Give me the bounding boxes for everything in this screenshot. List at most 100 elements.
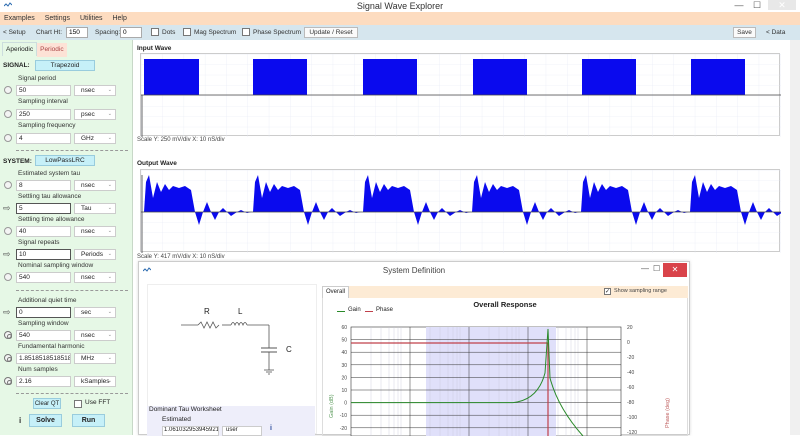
settling-tau-input[interactable]: 5	[16, 203, 71, 214]
chart-ht-input[interactable]	[66, 27, 88, 38]
settling-time-radio[interactable]	[4, 227, 12, 235]
setup-link[interactable]: < Setup	[3, 29, 26, 36]
output-wave-plot	[141, 170, 797, 253]
phase-spectrum-checkbox[interactable]	[242, 28, 250, 36]
system-definition-dialog: System Definition — ☐ ✕ R L C Dominant T…	[138, 261, 690, 436]
gain-tick: 60	[341, 325, 347, 331]
input-wave-title: Input Wave	[137, 45, 172, 52]
unit-value: nsec	[81, 332, 95, 339]
settling-time-label: Settling time allowance	[18, 216, 85, 223]
sampling-window-label: Sampling window	[18, 320, 69, 327]
run-button[interactable]: Run	[72, 414, 105, 427]
menu-settings[interactable]: Settings	[44, 15, 70, 22]
fundamental-harmonic-input[interactable]: 1.851851851851851	[16, 353, 71, 364]
unit-value: Periods	[81, 251, 104, 258]
unit-value: Tau	[81, 205, 92, 212]
input-wave-plot	[141, 54, 781, 137]
chevron-down-icon: ⌄	[107, 205, 112, 211]
info-icon[interactable]: i	[270, 425, 272, 432]
show-sampling-range-checkbox[interactable]: ✓	[604, 288, 611, 295]
dialog-close-button[interactable]: ✕	[663, 263, 687, 277]
title-bar: Signal Wave Explorer — ☐ ✕	[0, 0, 800, 12]
signal-repeats-label: Signal repeats	[18, 239, 60, 246]
signal-repeats-unit-select[interactable]: Periods ⌄	[74, 249, 116, 260]
waves-area: Input Wave Scale Y: 250 mV/div X: 10 nS/…	[134, 40, 797, 435]
sampling-interval-radio[interactable]	[4, 110, 12, 118]
settling-tau-unit-select[interactable]: Tau ⌄	[74, 203, 116, 214]
sampling-interval-input[interactable]: 250	[16, 109, 71, 120]
main-scrollbar[interactable]	[790, 40, 800, 435]
sampling-frequency-label: Sampling frequency	[18, 122, 76, 129]
nominal-window-radio[interactable]	[4, 273, 12, 281]
phase-spectrum-label: Phase Spectrum	[253, 29, 302, 36]
unit-value: kSamples	[81, 378, 110, 385]
divider	[16, 290, 128, 291]
gain-axis-label: Gain (dB)	[329, 394, 335, 418]
minimize-button[interactable]: —	[734, 0, 744, 10]
target-icon	[4, 354, 12, 362]
input-wave-chart	[140, 53, 781, 137]
gain-tick: 30	[341, 363, 347, 369]
legend-gain-swatch	[337, 311, 345, 312]
response-tabbar: Overall ✓ Show sampling range	[322, 286, 688, 298]
legend-phase-label: Phase	[376, 307, 394, 313]
nominal-window-unit-select[interactable]: nsec ⌄	[74, 272, 116, 283]
lrc-circuit-diagram	[181, 321, 277, 375]
tab-overall[interactable]: Overall	[322, 286, 350, 298]
info-icon[interactable]: i	[19, 416, 22, 425]
chart-ht-label: Chart Ht:	[36, 29, 63, 36]
sampling-window-unit-select[interactable]: nsec ⌄	[74, 330, 116, 341]
sampling-window-input[interactable]: 540	[16, 330, 71, 341]
gain-tick: 0	[344, 401, 347, 407]
gain-tick: 20	[341, 375, 347, 381]
data-link[interactable]: < Data	[766, 29, 786, 36]
sampling-frequency-input[interactable]: 4	[16, 133, 71, 144]
tab-periodic[interactable]: Periodic	[37, 43, 67, 57]
spacing-input[interactable]	[120, 27, 142, 38]
use-fft-checkbox[interactable]	[74, 400, 82, 408]
clear-qt-button[interactable]: Clear QT	[33, 398, 61, 409]
num-samples-unit-select[interactable]: kSamples ⌄	[74, 376, 116, 387]
app-icon	[143, 267, 151, 272]
dialog-maximize-button[interactable]: ☐	[653, 264, 661, 273]
num-samples-label: Num samples	[18, 366, 58, 373]
signal-repeats-input[interactable]: 10	[16, 249, 71, 260]
signal-label: SIGNAL:	[3, 62, 30, 69]
signal-period-unit-select[interactable]: nsec ⌄	[74, 85, 116, 96]
nominal-window-input[interactable]: 540	[16, 272, 71, 283]
fundamental-harmonic-unit-select[interactable]: MHz ⌄	[74, 353, 116, 364]
divider	[16, 393, 128, 394]
quiet-time-unit-select[interactable]: sec ⌄	[74, 307, 116, 318]
solve-button[interactable]: Solve	[29, 414, 62, 427]
dots-checkbox[interactable]	[151, 28, 159, 36]
signal-period-input[interactable]: 50	[16, 85, 71, 96]
estimated-tau-unit-select[interactable]: nsec ⌄	[74, 180, 116, 191]
tab-aperiodic[interactable]: Aperiodic	[2, 42, 38, 56]
save-button[interactable]: Save	[733, 27, 756, 38]
chevron-down-icon: ⌄	[107, 355, 112, 361]
settling-time-unit-select[interactable]: nsec ⌄	[74, 226, 116, 237]
estimated-tau-radio[interactable]	[4, 181, 12, 189]
sampling-interval-unit-select[interactable]: psec ⌄	[74, 109, 116, 120]
sampling-frequency-radio[interactable]	[4, 134, 12, 142]
dialog-minimize-button[interactable]: —	[641, 264, 649, 273]
signal-type-button[interactable]: Trapezoid	[35, 60, 95, 71]
sampling-frequency-unit-select[interactable]: GHz ⌄	[74, 133, 116, 144]
mag-spectrum-checkbox[interactable]	[183, 28, 191, 36]
chevron-down-icon: ⌄	[107, 135, 112, 141]
menu-examples[interactable]: Examples	[4, 15, 35, 22]
menu-help[interactable]: Help	[112, 15, 127, 22]
settling-time-input[interactable]: 40	[16, 226, 71, 237]
num-samples-input[interactable]: 2.16	[16, 376, 71, 387]
system-type-button[interactable]: LowPassLRC	[35, 155, 95, 166]
phase-axis-label: Phase (deg)	[665, 398, 671, 428]
quiet-time-input[interactable]: 0	[16, 307, 71, 318]
phase-tick: -100	[627, 415, 637, 421]
system-label: SYSTEM:	[3, 158, 32, 165]
maximize-button[interactable]: ☐	[752, 0, 762, 10]
update-reset-button[interactable]: Update / Reset	[304, 27, 358, 38]
estimated-tau-input[interactable]: 8	[16, 180, 71, 191]
menu-utilities[interactable]: Utilities	[79, 15, 103, 22]
close-button[interactable]: ✕	[768, 0, 796, 10]
signal-period-radio[interactable]	[4, 86, 12, 94]
